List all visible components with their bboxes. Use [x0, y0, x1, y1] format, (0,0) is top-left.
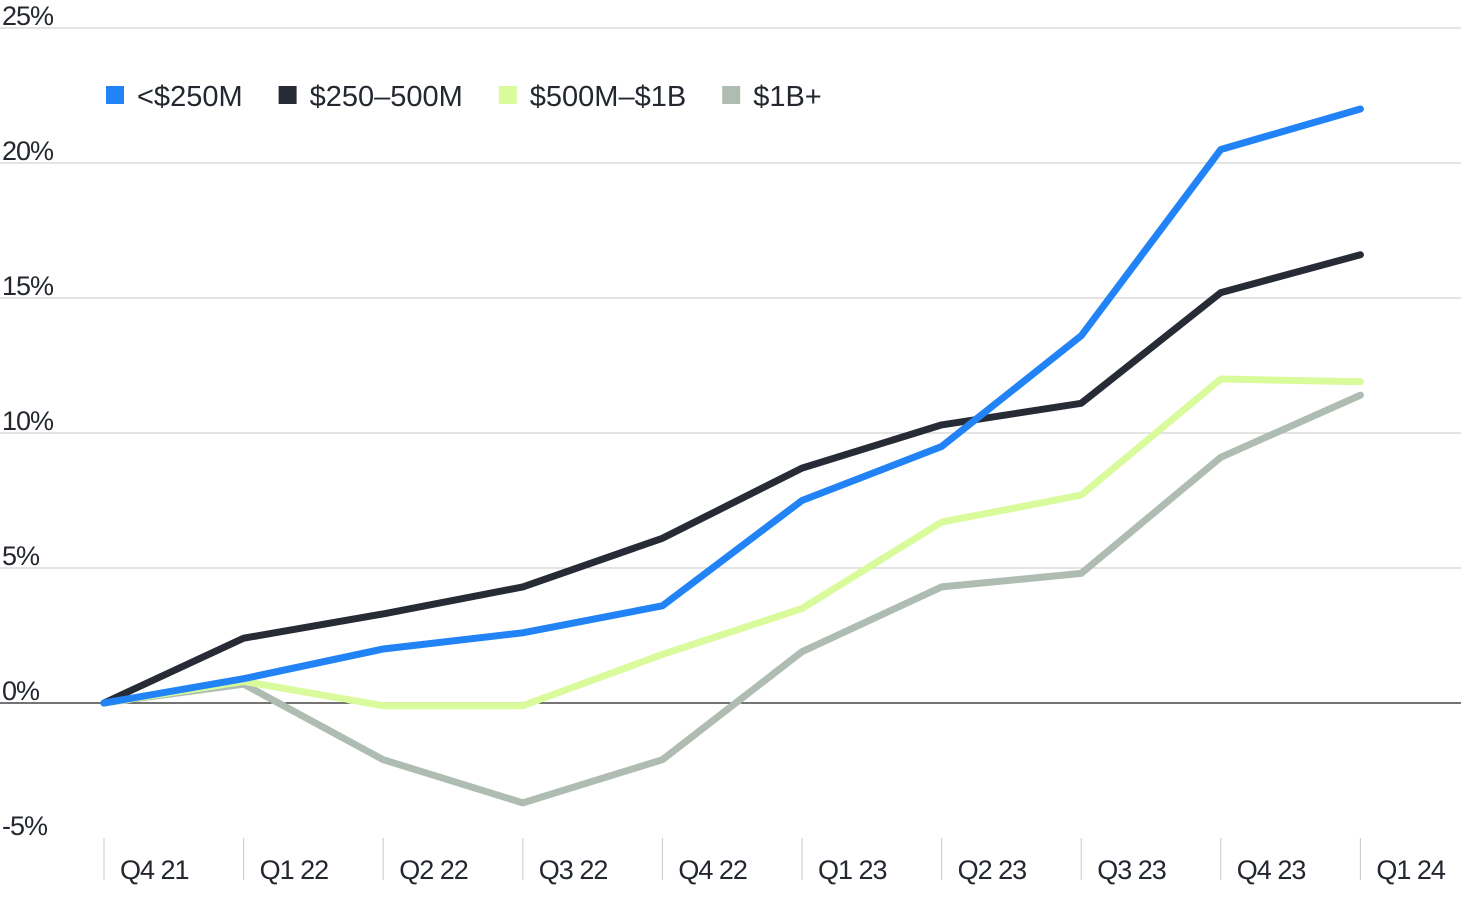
legend: <$250M $250–500M $500M–$1B $1B+ [106, 81, 822, 113]
x-tick-label: Q1 22 [260, 855, 329, 885]
x-tick-label: Q1 24 [1376, 855, 1446, 885]
legend-label: $1B+ [753, 81, 822, 113]
x-tick-label: Q4 21 [120, 855, 189, 885]
legend-swatch [278, 86, 297, 104]
x-tick-label: Q2 22 [399, 855, 468, 885]
x-tick-label: Q3 22 [539, 855, 608, 885]
y-tick-label: 10% [2, 406, 54, 436]
series-line-2 [100, 375, 1364, 710]
x-tick-label: Q4 23 [1237, 855, 1306, 885]
legend-label: <$250M [137, 81, 243, 113]
x-tick-label: Q4 22 [678, 855, 747, 885]
y-tick-label: -5% [2, 811, 48, 841]
y-tick-label: 5% [2, 541, 40, 571]
y-tick-label: 25% [2, 1, 54, 31]
legend-label: $250–500M [310, 81, 463, 113]
y-tick-label: 15% [2, 271, 54, 301]
x-tick-label: Q2 23 [958, 855, 1027, 885]
grid-layer [0, 27, 1461, 704]
y-tick-label: 20% [2, 136, 54, 166]
series-line-1 [100, 251, 1364, 707]
series-line-3 [100, 391, 1364, 807]
series-lines [100, 105, 1364, 807]
series-line-0 [100, 105, 1364, 707]
legend-label: $500M–$1B [530, 81, 686, 113]
x-tick-label: Q1 23 [818, 855, 887, 885]
x-tick-label: Q3 23 [1097, 855, 1166, 885]
legend-swatch [722, 86, 741, 104]
x-axis-tick-labels: Q4 21 Q1 22 Q2 22 Q3 22 Q4 22 Q1 23 Q2 23 Q3 23… [120, 855, 1447, 885]
y-axis-tick-labels: -5% 0% 5% 10% 15% 20% 25% [2, 1, 55, 841]
legend-swatch [498, 86, 517, 104]
y-tick-label: 0% [2, 676, 40, 706]
x-axis-separators [103, 838, 1361, 880]
legend-swatch [106, 86, 124, 104]
